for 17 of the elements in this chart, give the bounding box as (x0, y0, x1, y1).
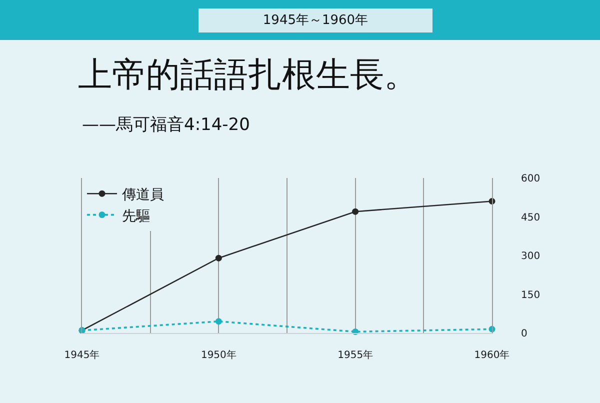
chart-subtitle: ——馬可福音4:14-20 (82, 115, 250, 135)
legend-label: 先驅 (122, 208, 150, 224)
y-tick-label: 300 (521, 251, 540, 262)
chart-title: 上帝的話語扎根生長。 (78, 54, 418, 95)
x-tick-label: 1945年 (64, 349, 100, 361)
legend-label: 傳道員 (121, 187, 164, 204)
x-tick-label: 1955年 (338, 349, 374, 361)
x-tick-label: 1950年 (200, 349, 236, 361)
x-tick-label: 1960年 (474, 349, 510, 361)
y-tick-label: 0 (521, 328, 528, 340)
y-tick-label: 150 (521, 290, 540, 301)
y-tick-label: 450 (521, 212, 540, 224)
point (352, 208, 359, 215)
y-tick-label: 600 (521, 174, 540, 184)
point (215, 254, 222, 262)
point (215, 318, 222, 325)
text: 1945年～1960年 (262, 13, 368, 28)
